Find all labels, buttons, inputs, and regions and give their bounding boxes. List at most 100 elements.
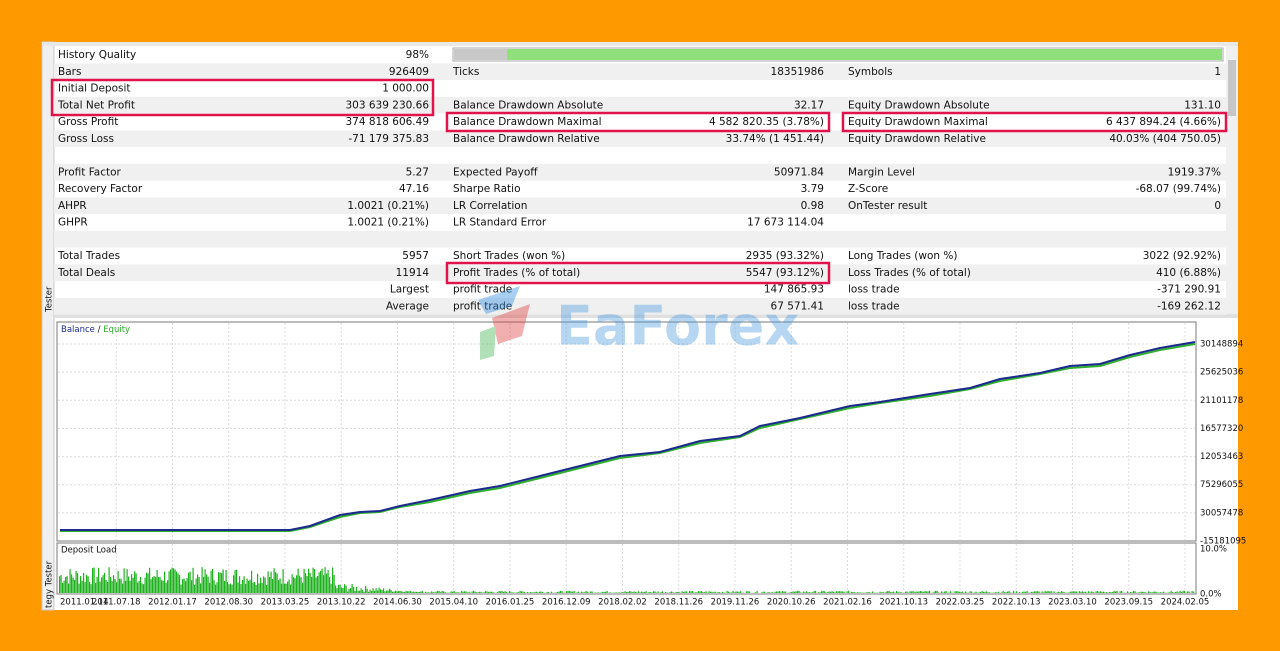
load-bar	[705, 591, 707, 593]
load-bar	[893, 591, 895, 593]
load-bar	[141, 583, 143, 593]
load-bar	[80, 576, 82, 593]
load-bar	[156, 569, 158, 593]
load-bar	[441, 590, 443, 593]
load-bar	[681, 591, 683, 593]
load-bar	[833, 591, 835, 593]
report-table: History Quality 98% Bars 926409 Ticks 1835198…	[54, 49, 1226, 315]
load-bar	[536, 591, 538, 593]
load-bar	[789, 592, 791, 593]
load-bar	[591, 591, 593, 593]
load-bar	[123, 568, 125, 593]
load-bar	[218, 572, 220, 593]
tab-label[interactable]: Tester	[45, 286, 55, 313]
load-bar	[555, 592, 557, 593]
load-bar	[1062, 591, 1064, 593]
load-bar	[410, 590, 412, 593]
load-bar	[323, 575, 325, 593]
load-bar	[807, 592, 809, 593]
load-bar	[513, 592, 515, 593]
load-bar	[384, 591, 386, 593]
load-bar	[1160, 592, 1162, 593]
stat-label: Balance Drawdown Maximal	[453, 116, 602, 128]
load-bar	[857, 592, 859, 593]
load-bar	[911, 591, 913, 593]
load-bar	[203, 576, 205, 593]
load-bar	[897, 591, 899, 593]
load-bar	[615, 592, 617, 593]
load-bar	[1023, 591, 1025, 593]
load-bar	[888, 590, 890, 593]
load-bar	[179, 575, 181, 593]
load-bar	[516, 592, 518, 593]
load-bar	[665, 592, 667, 593]
splitter[interactable]	[54, 314, 1238, 318]
load-bar	[567, 590, 569, 593]
load-bar	[353, 586, 355, 593]
load-bar	[1121, 590, 1123, 593]
stat-label: Recovery Factor	[58, 183, 143, 195]
load-bar	[957, 591, 959, 593]
load-bar	[374, 590, 376, 593]
load-bar	[152, 577, 154, 593]
tab-label[interactable]: tegy Tester	[45, 560, 55, 608]
x-tick-label: 2011.07.18	[92, 598, 141, 608]
load-bar	[254, 582, 256, 593]
load-bar	[693, 592, 695, 593]
load-bar	[713, 592, 715, 593]
scroll-thumb[interactable]	[1228, 60, 1236, 116]
load-bar	[461, 590, 463, 593]
load-bar	[542, 591, 544, 593]
load-bar	[491, 591, 493, 593]
load-bar	[216, 582, 218, 593]
row-background	[54, 197, 1226, 215]
load-bar	[548, 591, 550, 593]
load-bar	[78, 583, 80, 593]
load-bar	[671, 591, 673, 593]
load-bar	[281, 583, 283, 593]
load-bar	[792, 591, 794, 593]
load-bar	[462, 591, 464, 593]
load-bar	[828, 591, 830, 593]
load-bar	[212, 568, 214, 593]
load-bar	[1061, 591, 1063, 593]
x-tick-label: 2013.03.25	[261, 598, 310, 608]
load-bar	[1022, 591, 1024, 593]
load-bar	[1139, 592, 1141, 593]
load-bar	[1127, 591, 1129, 593]
stat-label: Z-Score	[848, 183, 888, 195]
load-bar	[450, 591, 452, 593]
load-bar	[1016, 591, 1018, 593]
load-bar	[1008, 591, 1010, 593]
load-bar	[312, 567, 314, 593]
x-tick-label: 2012.01.17	[148, 598, 197, 608]
load-bar	[1001, 592, 1003, 593]
quality-bar-fill	[507, 49, 1222, 60]
watermark-text: EaForex	[556, 295, 799, 358]
stat-value: 6 437 894.24 (4.66%)	[1106, 116, 1221, 128]
stat-value: 0	[1214, 200, 1221, 212]
grid	[58, 323, 1195, 593]
load-bar	[926, 591, 928, 593]
load-bar	[351, 584, 353, 593]
load-bar	[815, 590, 817, 593]
load-bar	[581, 591, 583, 593]
load-bar	[978, 592, 980, 593]
load-bar	[885, 591, 887, 593]
load-bar	[797, 590, 799, 593]
load-bar	[806, 591, 808, 593]
load-bar	[335, 585, 337, 593]
stat-label: Sharpe Ratio	[453, 183, 521, 195]
load-bar	[242, 579, 244, 593]
load-bar	[621, 592, 623, 593]
load-bar	[390, 590, 392, 593]
load-bar	[699, 591, 701, 593]
load-bar	[714, 591, 716, 593]
load-bar	[995, 592, 997, 593]
stat-label: profit trade	[453, 284, 512, 296]
stat-value: 40.03% (404 750.05)	[1109, 133, 1221, 145]
legend-separator: /	[98, 325, 101, 335]
y-tick-label: 25625036	[1200, 368, 1243, 378]
load-bar	[96, 577, 98, 593]
load-bar	[746, 591, 748, 593]
